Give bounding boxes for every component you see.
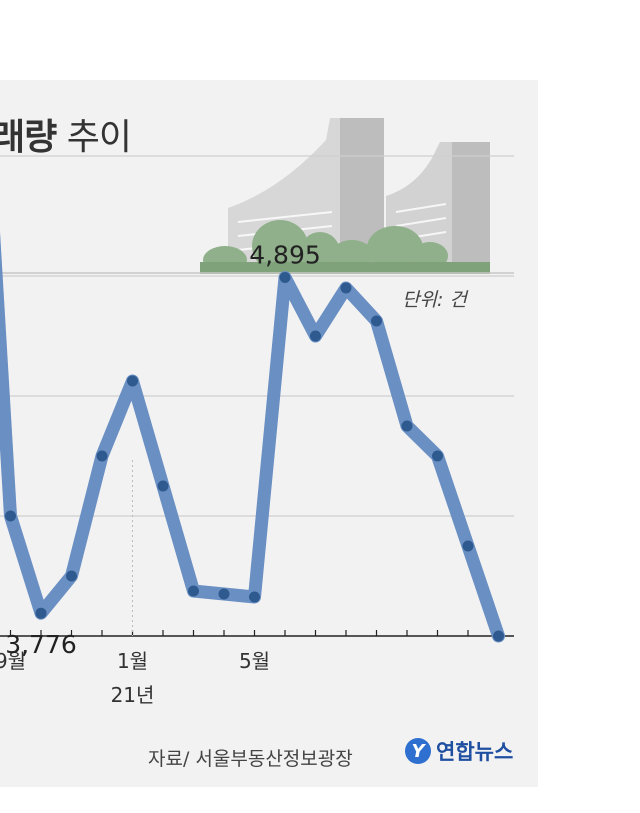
data-point: [371, 315, 382, 327]
yonhap-logo: Y 연합뉴스: [405, 736, 513, 766]
data-point: [188, 585, 199, 597]
chart-title: 래량 추이: [0, 108, 132, 160]
building-right-tower: [452, 142, 490, 262]
data-point: [157, 480, 169, 492]
apartment-illustration: [200, 118, 490, 274]
data-point: [96, 450, 108, 462]
data-point: [340, 282, 352, 294]
data-point: [35, 607, 47, 619]
data-point: [462, 540, 474, 552]
source-text: 자료/ 서울부동산정보광장: [148, 748, 353, 770]
unit-label: 단위: 건: [402, 289, 467, 311]
x-tick-label: 9월: [0, 649, 26, 673]
data-point: [279, 272, 291, 283]
data-point: [5, 510, 16, 522]
data-point: [401, 420, 413, 432]
title-rest: 추이: [56, 117, 132, 158]
data-label: 4,895: [249, 241, 321, 270]
data-point: [218, 588, 230, 600]
data-point: [66, 570, 77, 582]
x-tick-label: 5월: [239, 649, 270, 673]
markers: [5, 272, 504, 642]
data-point: [310, 330, 321, 342]
x-tick-label: 1월: [117, 649, 148, 673]
data-labels: 3,776 4,895: [5, 241, 321, 660]
data-point: [493, 630, 504, 642]
x-ticks: 9월 1월 21년 5월: [0, 630, 500, 707]
series-line: [0, 231, 505, 643]
title-bold: 래량: [0, 117, 57, 158]
data-label: 3,776: [5, 630, 77, 659]
data-point: [432, 450, 443, 462]
data-point: [127, 375, 138, 387]
logo-icon: Y: [405, 738, 431, 764]
data-point: [249, 591, 260, 603]
x-tick-sublabel: 21년: [111, 683, 155, 707]
logo-text: 연합뉴스: [436, 740, 514, 764]
